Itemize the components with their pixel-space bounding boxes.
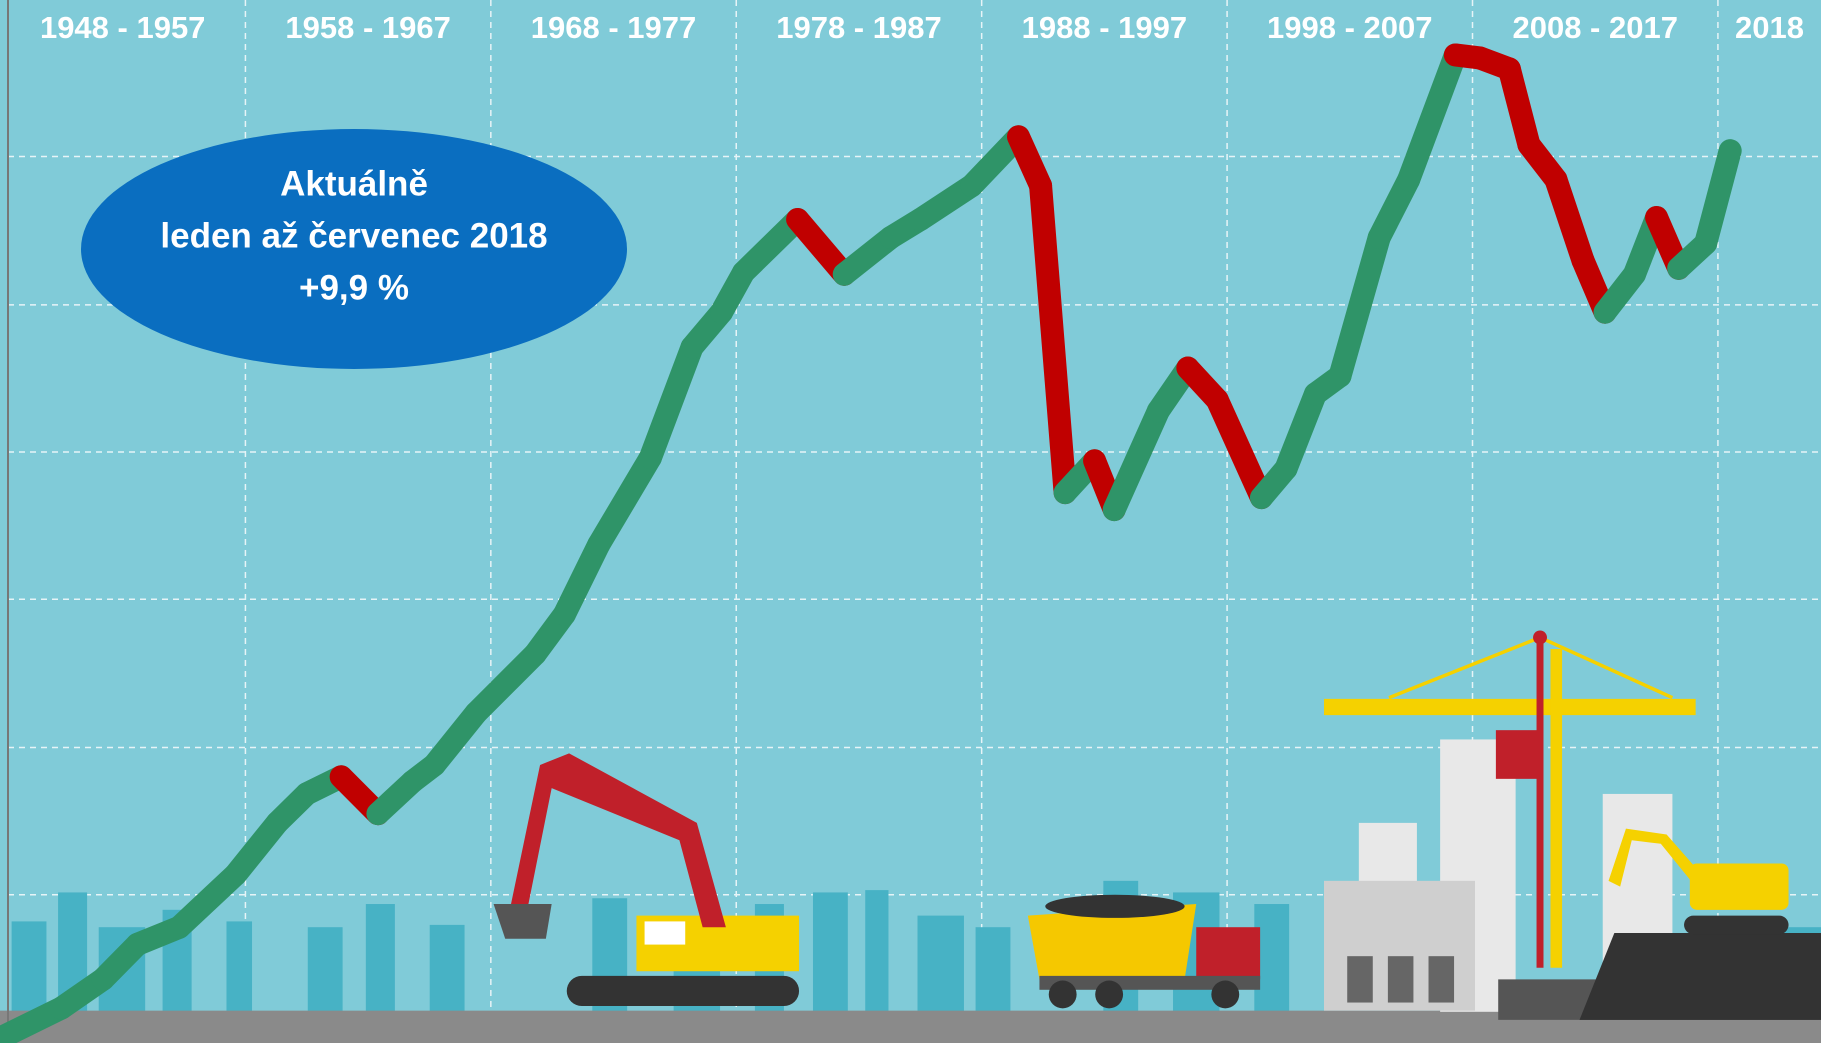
x-tick-label: 2018	[1735, 10, 1804, 45]
x-tick-label: 1968 - 1977	[531, 10, 696, 45]
annotation-line: +9,9 %	[299, 268, 409, 307]
x-tick-label: 1958 - 1967	[285, 10, 450, 45]
page: Aktuálně leden až červenec 2018 +9,9 % 1…	[0, 0, 1821, 1043]
x-tick-label: 1988 - 1997	[1022, 10, 1187, 45]
x-tick-label: 1948 - 1957	[40, 10, 205, 45]
callout: Aktuálně leden až červenec 2018 +9,9 %	[81, 129, 627, 369]
annotation-line: Aktuálně	[280, 164, 428, 203]
chart: Aktuálně leden až červenec 2018 +9,9 % 1…	[0, 0, 1821, 1043]
x-tick-label: 1978 - 1987	[776, 10, 941, 45]
x-tick-label: 2008 - 2017	[1512, 10, 1677, 45]
annotation-line: leden až červenec 2018	[160, 216, 547, 255]
x-tick-label: 1998 - 2007	[1267, 10, 1432, 45]
